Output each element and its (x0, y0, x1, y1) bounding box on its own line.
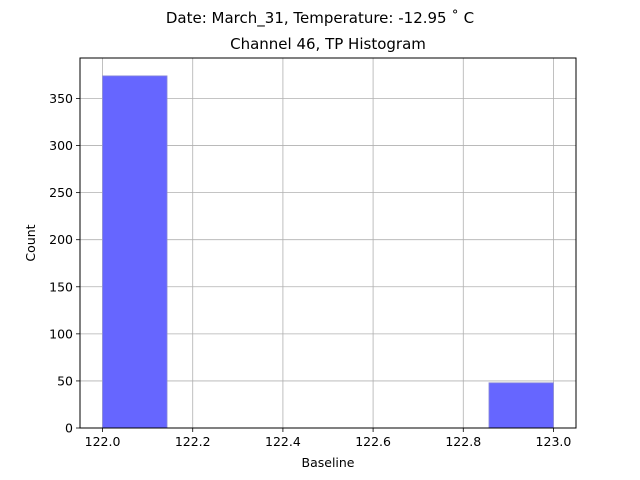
x-tick-label: 122.8 (445, 434, 481, 449)
plot-frame (79, 57, 577, 429)
x-tick-label: 122.4 (265, 434, 301, 449)
histogram-bar (488, 382, 554, 429)
histogram-bars (102, 75, 554, 429)
figure-suptitle: Date: March_31, Temperature: -12.95 ˚ C (166, 9, 474, 28)
histogram-bar (102, 75, 168, 429)
y-tick-label: 350 (49, 91, 73, 106)
y-tick-label: 0 (65, 421, 73, 436)
y-tick-label: 100 (49, 326, 73, 341)
x-axis-label: Baseline (302, 455, 355, 470)
x-tick-label: 122.0 (85, 434, 121, 449)
y-tick-label: 150 (49, 279, 73, 294)
y-axis-label: Count (23, 224, 38, 261)
y-tick-label: 200 (49, 232, 73, 247)
chart-title: Channel 46, TP Histogram (230, 35, 426, 53)
x-tick-label: 122.2 (175, 434, 211, 449)
x-tick-label: 122.6 (355, 434, 391, 449)
y-axis-ticks: 0 50 100 150 200 250 300 350 (49, 91, 80, 436)
y-tick-label: 300 (49, 138, 73, 153)
x-axis-ticks: 122.0 122.2 122.4 122.6 122.8 123.0 (85, 428, 572, 449)
x-tick-label: 123.0 (536, 434, 572, 449)
y-tick-label: 250 (49, 185, 73, 200)
y-tick-label: 50 (57, 373, 73, 388)
